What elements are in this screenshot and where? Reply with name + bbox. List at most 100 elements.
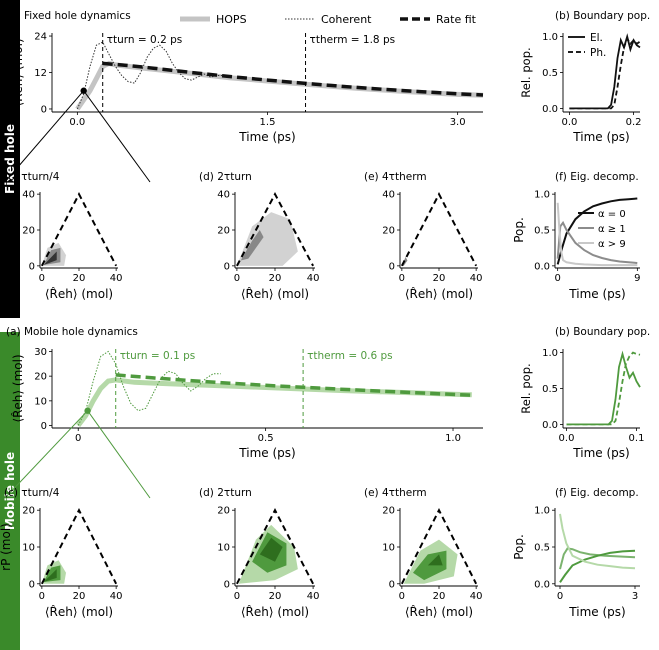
eigen-panel: 0 9 0.0 0.5 1.0 (f) Eig. decomp. Time (ps) Pop.… — [512, 171, 641, 301]
zoom-line-left — [4, 410, 88, 499]
eigen-xtick-label: 0 — [557, 591, 563, 602]
triangle-xtick-label: 0 — [234, 591, 240, 602]
boundary-panel: 0.0 0.1 0.0 0.5 1.0 (b) Boundary pop. Time (ps… — [519, 326, 650, 460]
coherent-line — [77, 350, 221, 426]
tau-therm-label: τtherm = 0.6 ps — [307, 350, 393, 362]
legend-label: Rate fit — [436, 13, 477, 26]
triangle-panel: 0 20 40 0 10 20 (e) 4τtherm ⟨R̂eh⟩ (mol) — [364, 487, 483, 619]
triangle-ytick-label: 0 — [389, 579, 395, 590]
triangle-xtick-label: 20 — [73, 273, 86, 284]
coherent-line — [76, 41, 224, 110]
triangle-ytick-label: 0 — [29, 261, 35, 272]
legend-label: HOPS — [216, 13, 247, 26]
triangle-xlabel: ⟨R̂eh⟩ (mol) — [405, 287, 473, 301]
triangle-ytick-label: 10 — [217, 543, 230, 554]
triangle-title: (d) 2τturn — [199, 487, 252, 499]
phonon-line — [566, 351, 641, 426]
triangle-xtick-label: 20 — [433, 273, 446, 284]
eigen-xtick-label: 0 — [554, 273, 560, 284]
electron-line — [566, 350, 641, 426]
triangle-ytick-label: 0 — [224, 261, 230, 272]
rate-fit-line — [102, 61, 484, 97]
dynamics-xtick-label: 1.5 — [260, 117, 276, 128]
triangle-ytick-label: 0 — [224, 579, 230, 590]
boundary-triangle — [40, 507, 118, 585]
tau-therm-label: τtherm = 1.8 ps — [310, 34, 396, 46]
eigen-ytick-label: 1.0 — [534, 506, 550, 517]
triangle-xtick-label: 0 — [39, 273, 45, 284]
zoom-line-left — [4, 90, 85, 183]
triangle-xtick-label: 40 — [110, 591, 123, 602]
legend-label: α > 9 — [598, 239, 626, 250]
boundary-ytick-label: 0.5 — [542, 384, 558, 395]
alpha9-line — [559, 513, 636, 570]
triangle-ytick-label: 20 — [22, 226, 35, 237]
density-contour — [43, 569, 57, 582]
triangle-title: (c) τturn/4 — [4, 171, 60, 183]
eigen-ytick-label: 0.0 — [534, 261, 550, 272]
dynamics-ytick-label: 0 — [41, 104, 47, 115]
density-contour — [240, 230, 264, 261]
triangle-xtick-label: 0 — [399, 591, 405, 602]
eigen-ytick-label: 0.5 — [534, 226, 550, 237]
triangle-xlabel: ⟨R̂eh⟩ (mol) — [45, 287, 113, 301]
density-contour — [259, 537, 283, 562]
boundary-triangle — [236, 192, 314, 267]
zoom-line-right — [87, 410, 151, 499]
boundary-xtick-label: 0.1 — [629, 433, 645, 444]
section-band-label: Mobile hole — [3, 452, 17, 530]
eigen-ylabel: Pop. — [512, 217, 526, 243]
fixed-hole-section: Fixed hole 0.0 1.5 3.0 0 12 24 (a) Fixed hole d… — [0, 0, 650, 318]
legend-label: α ≥ 1 — [598, 224, 626, 235]
dynamics-xlabel: Time (ps) — [238, 130, 295, 144]
eigen-panel: 0 3 0.0 0.5 1.0 (f) Eig. decomp. Time (ps) Pop. — [512, 487, 640, 619]
dynamics-ytick-label: 0 — [41, 421, 47, 432]
dynamics-xtick-label: 1.0 — [445, 433, 461, 444]
dynamics-ylabel: ⟨R̂eh⟩ (mol) — [11, 354, 25, 422]
dynamics-xtick-label: 0.5 — [258, 433, 274, 444]
eigen-xtick-label: 9 — [634, 273, 640, 284]
dynamics-panel: 0.0 1.5 3.0 0 12 24 (a) Fixed hole dynamics Tim… — [4, 10, 484, 183]
tau-turn-label: τturn = 0.2 ps — [107, 34, 183, 46]
boundary-title: (b) Boundary pop. — [555, 10, 650, 22]
dynamics-ytick-label: 20 — [34, 372, 47, 383]
boundary-xlabel: Time (ps) — [572, 130, 629, 144]
triangle-ylabel: rP (mol) — [0, 206, 13, 254]
triangle-ytick-label: 0 — [29, 579, 35, 590]
boundary-triangle — [400, 191, 478, 267]
triangle-ytick-label: 10 — [382, 543, 395, 554]
legend-label: Coherent — [321, 13, 372, 26]
triangle-ytick-label: 20 — [217, 506, 230, 517]
triangle-ytick-label: 20 — [382, 506, 395, 517]
dynamics-legend: HOPS Coherent Rate fit — [180, 13, 477, 26]
boundary-ytick-label: 0.0 — [542, 420, 558, 431]
triangle-ytick-label: 20 — [382, 226, 395, 237]
boundary-triangle — [400, 507, 478, 585]
triangle-xtick-label: 0 — [399, 273, 405, 284]
electron-line — [569, 33, 641, 110]
triangle-ytick-label: 10 — [22, 543, 35, 554]
eigen-xlabel: Time (ps) — [568, 287, 625, 301]
alpha0-line — [559, 549, 636, 583]
triangle-xlabel: ⟨R̂eh⟩ (mol) — [241, 605, 309, 619]
triangle-ytick-label: 20 — [217, 226, 230, 237]
boundary-panel: 0.0 0.2 0.0 0.5 1.0 (b) Boundary pop. Time (ps… — [519, 10, 650, 144]
alpha0-line — [556, 197, 638, 265]
triangle-xtick-label: 40 — [470, 273, 483, 284]
dynamics-panel: 0 0.5 1.0 0 10 20 30 (a) Mobile hole dynamics Ti… — [4, 326, 483, 499]
eigen-ytick-label: 0.0 — [534, 579, 550, 590]
eigen-ytick-label: 1.0 — [534, 190, 550, 201]
triangle-xtick-label: 40 — [307, 591, 320, 602]
section-band — [0, 332, 20, 650]
triangle-ytick-label: 40 — [217, 190, 230, 201]
phonon-line — [569, 36, 641, 110]
dynamics-ytick-label: 10 — [34, 396, 47, 407]
zoom-line-right — [83, 90, 151, 183]
triangle-xtick-label: 0 — [234, 273, 240, 284]
dynamics-ylabel: ⟨R̂eh⟩ (mol) — [11, 38, 25, 106]
eigen-xlabel: Time (ps) — [568, 605, 625, 619]
triangle-xlabel: ⟨R̂eh⟩ (mol) — [405, 605, 473, 619]
boundary-ytick-label: 0.5 — [542, 68, 558, 79]
eigen-xtick-label: 3 — [632, 591, 638, 602]
